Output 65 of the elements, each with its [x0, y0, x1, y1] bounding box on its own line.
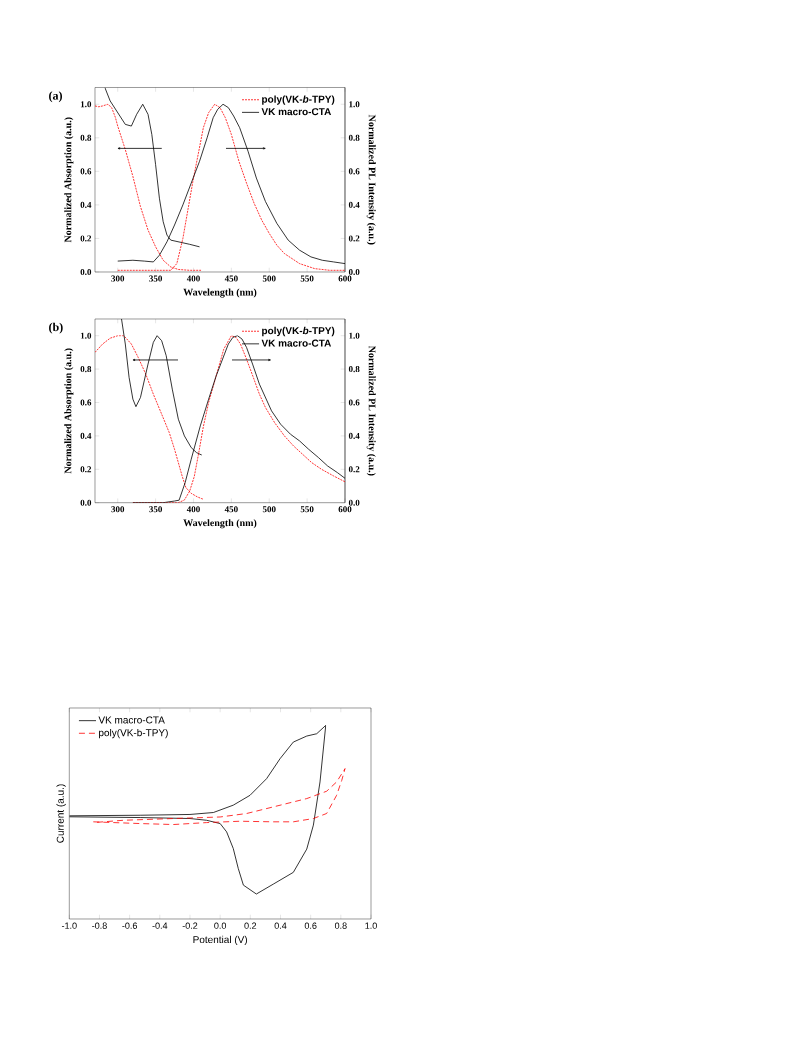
y2-tick-label: 1.0 — [349, 332, 360, 339]
y2-tick-label: 0.8 — [348, 366, 360, 373]
x-tick-label: -0.8 — [92, 922, 107, 929]
legend-label: poly(VK-b-TPY) — [262, 95, 335, 105]
y2-tick-label: 0.6 — [348, 168, 360, 175]
chart-title: (a) — [49, 91, 62, 103]
x-tick-label: 400 — [186, 506, 200, 513]
x-tick-label: 0.8 — [334, 922, 347, 929]
y2-tick-label: 1.0 — [349, 101, 360, 108]
y2-tick-label: 0.6 — [348, 399, 360, 406]
y2-tick-label: 0.2 — [348, 235, 360, 242]
x-tick-label: 0.4 — [274, 922, 287, 929]
legend-label: VK macro-CTA — [98, 716, 165, 724]
y2-tick-label: 0.0 — [348, 268, 360, 276]
legend-label: poly(VK-b-TPY) — [99, 728, 168, 739]
y-tick-label: 0.2 — [80, 466, 92, 473]
x-tick-label: 300 — [111, 275, 125, 282]
x-tick-label: 300 — [111, 506, 125, 513]
x-tick-label: 400 — [186, 275, 200, 282]
x-tick-label: -0.4 — [152, 922, 168, 929]
y-axis-title: Current (a.u.) — [56, 784, 66, 843]
y2-tick-label: 0.2 — [348, 466, 360, 473]
legend-label: poly(VK-b-TPY) — [262, 326, 335, 337]
y2-tick-label: 0.4 — [348, 432, 360, 439]
x-tick-label: 350 — [149, 506, 163, 513]
x-tick-label: -0.2 — [182, 922, 198, 929]
y2-tick-label: 0.0 — [348, 499, 360, 506]
y-tick-label: 0.6 — [80, 168, 92, 175]
y2-tick-label: 0.8 — [348, 134, 360, 141]
x-tick-label: 600 — [338, 506, 352, 513]
x-tick-label: 350 — [149, 275, 163, 282]
legend-label: VK macro-CTA — [261, 108, 332, 116]
x-tick-label: 500 — [262, 275, 276, 282]
x-axis-title: Potential (V) — [193, 935, 248, 946]
x-tick-label: -1.0 — [61, 922, 77, 929]
x-tick-label: 600 — [338, 275, 352, 282]
y2-axis-title: Normalized PL Intensity (a.u.) — [366, 345, 376, 476]
y2-tick-label: 0.4 — [348, 201, 360, 208]
x-tick-label: 500 — [262, 506, 276, 513]
y-tick-label: 0.4 — [80, 432, 92, 439]
y-tick-label: 1.0 — [80, 101, 92, 108]
chart-title: (b) — [49, 322, 63, 334]
x-tick-label: 0.2 — [244, 922, 257, 929]
legend-label: VK macro-CTA — [261, 339, 332, 347]
x-tick-label: 550 — [300, 275, 314, 282]
x-axis-title: Wavelength (nm) — [183, 288, 257, 298]
y-tick-label: 1.0 — [80, 332, 92, 339]
y-axis-title: Normalized Absorption (a.u.) — [64, 348, 74, 474]
x-axis-title: Wavelength (nm) — [183, 519, 257, 529]
x-tick-label: 450 — [224, 275, 238, 282]
x-tick-label: 0.6 — [304, 922, 317, 929]
y2-axis-title: Normalized PL Intensity (a.u.) — [366, 114, 376, 245]
y-tick-label: 0.8 — [80, 134, 92, 141]
y-tick-label: 0.2 — [80, 235, 92, 242]
x-tick-label: 550 — [300, 506, 314, 513]
y-tick-label: 0.4 — [80, 201, 92, 208]
x-tick-label: 450 — [224, 506, 238, 513]
x-tick-label: -0.6 — [122, 922, 137, 929]
y-tick-label: 0.0 — [80, 268, 92, 276]
y-tick-label: 0.6 — [80, 399, 92, 406]
y-axis-title: Normalized Absorption (a.u.) — [64, 117, 74, 243]
x-tick-label: 1.0 — [365, 922, 377, 929]
x-tick-label: 0.0 — [214, 922, 227, 929]
y-tick-label: 0.8 — [80, 366, 92, 373]
y-tick-label: 0.0 — [80, 499, 92, 506]
